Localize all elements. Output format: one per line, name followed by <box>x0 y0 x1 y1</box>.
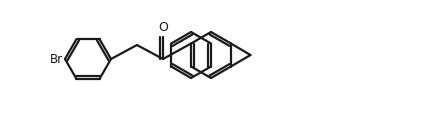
Text: O: O <box>158 21 168 34</box>
Text: Br: Br <box>50 53 63 66</box>
